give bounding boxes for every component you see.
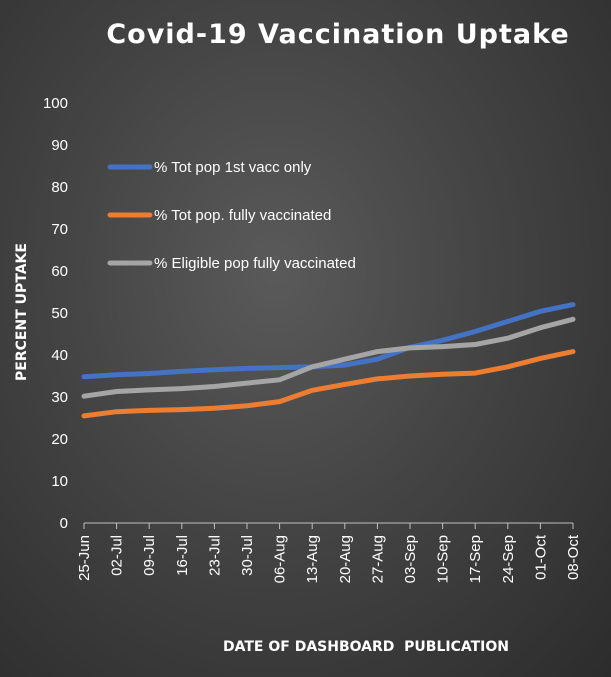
legend: % Tot pop 1st vacc only % Tot pop. fully …: [107, 159, 356, 272]
x-axis-title: DATE OF DASHBOARD PUBLICATION: [223, 639, 509, 655]
y-tick-label: 90: [51, 137, 68, 154]
x-tick-label: 25-Jun: [76, 535, 93, 581]
y-tick-label: 0: [60, 515, 68, 532]
y-tick-label: 50: [51, 305, 68, 322]
x-axis: 25-Jun 02-Jul 09-Jul 16-Jul 23-Jul 30-Jul 06-A…: [76, 522, 582, 583]
x-tick-label: 09-Jul: [141, 535, 158, 576]
y-axis: 0 10 20 30 40 50 60 70 80 90 100: [43, 95, 68, 532]
x-tick-label: 30-Jul: [239, 535, 256, 576]
series-lines: [81, 302, 576, 419]
legend-label: % Tot pop 1st vacc only: [154, 159, 312, 176]
y-tick-label: 40: [51, 347, 68, 364]
y-tick-label: 100: [43, 95, 68, 112]
y-tick-label: 80: [51, 179, 68, 196]
series-line-3: [81, 316, 576, 399]
x-tick-label: 02-Jul: [109, 535, 126, 576]
x-tick-label: 20-Aug: [337, 535, 354, 583]
x-tick-label: 13-Aug: [304, 535, 321, 583]
chart-title: Covid-19 Vaccination Uptake: [106, 19, 569, 50]
x-tick-label: 27-Aug: [369, 535, 386, 583]
x-tick-label: 23-Jul: [206, 535, 223, 576]
y-tick-label: 60: [51, 263, 68, 280]
x-tick-label: 01-Oct: [532, 534, 549, 580]
x-tick-label: 08-Oct: [565, 534, 582, 580]
y-axis-title: PERCENT UPTAKE: [14, 243, 30, 381]
y-tick-label: 10: [51, 473, 68, 490]
x-tick-label: 17-Sep: [467, 535, 484, 583]
y-tick-label: 70: [51, 221, 68, 238]
legend-label: % Eligible pop fully vaccinated: [154, 255, 356, 272]
y-tick-label: 30: [51, 389, 68, 406]
x-tick-label: 06-Aug: [272, 535, 289, 583]
y-tick-label: 20: [51, 431, 68, 448]
x-tick-label: 03-Sep: [402, 535, 419, 583]
x-tick-label: 24-Sep: [500, 535, 517, 583]
x-tick-label: 16-Jul: [174, 535, 191, 576]
x-tick-label: 10-Sep: [435, 535, 452, 583]
legend-label: % Tot pop. fully vaccinated: [154, 207, 331, 224]
series-line-1: [81, 302, 576, 380]
series-line-2: [81, 349, 576, 419]
